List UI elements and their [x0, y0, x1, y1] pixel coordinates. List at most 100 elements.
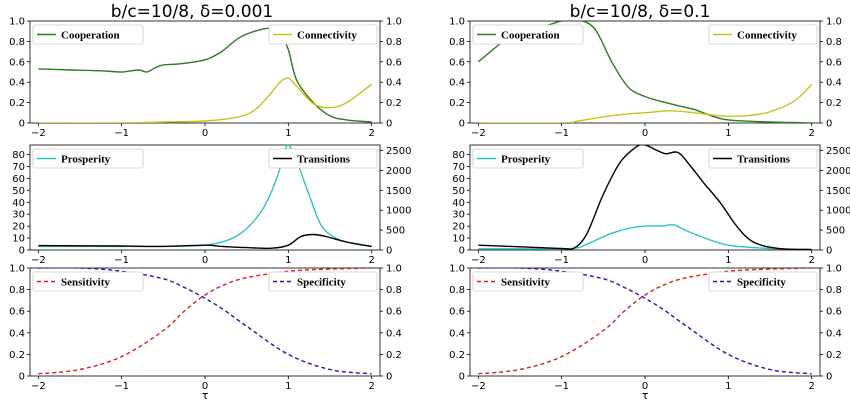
y-right-tick-label: 0.6: [826, 307, 842, 318]
y-left-tick-label: 0: [459, 372, 465, 383]
panel-0: −2 −1 0 1 2 0 0.2 0.4 0.6 0.8 1.0 0 0.2 0.4 0.6 0.8 1.0 C…: [449, 17, 842, 140]
panel-2: −2 −1 0 1 2 0 0.2 0.4 0.6 0.8 1.0 0 0.2 0.4 0.6 0.8 1.0 S…: [449, 264, 842, 400]
y-right-tick-label: 1.0: [826, 17, 842, 28]
chart-title: b/c=10/8, δ=0.1: [570, 2, 711, 22]
y-right-tick-label: 0.2: [826, 350, 842, 361]
y-left-tick-label: 0: [19, 246, 25, 257]
x-tick-label: −2: [471, 255, 486, 266]
legend-box: [32, 148, 144, 169]
legend-left: Prosperity: [32, 148, 144, 169]
y-left-tick-label: 0.6: [9, 307, 25, 318]
x-tick-label: 0: [202, 255, 208, 266]
y-right-tick-label: 1.0: [386, 17, 402, 28]
legend-label: Cooperation: [501, 30, 560, 42]
legend-left: Cooperation: [32, 24, 144, 45]
legend-label: Cooperation: [61, 30, 120, 42]
legend-right: Connectivity: [708, 24, 818, 45]
y-left-tick-label: 0.2: [449, 350, 465, 361]
legend-box: [268, 148, 378, 169]
y-left-tick-label: 10: [452, 234, 465, 245]
y-right-tick-label: 0.4: [826, 78, 842, 89]
y-right-tick-label: 2000: [386, 166, 411, 177]
x-axis-label: τ: [642, 389, 649, 400]
x-tick-label: −1: [554, 381, 569, 392]
panel-2: −2 −1 0 1 2 0 0.2 0.4 0.6 0.8 1.0 0 0.2 0.4 0.6 0.8 1.0 S…: [9, 264, 402, 400]
y-left-tick-label: 80: [12, 150, 25, 161]
y-right-tick-label: 500: [826, 226, 845, 237]
y-left-tick-label: 1.0: [449, 17, 465, 28]
panel-1: −2 −1 0 1 2010203040506070800500100015002000…: [12, 144, 411, 266]
y-left-tick-label: 60: [12, 174, 25, 185]
y-left-tick-label: 0.4: [449, 328, 465, 339]
y-left-tick-label: 1.0: [9, 17, 25, 28]
x-tick-label: 2: [808, 128, 814, 139]
y-right-tick-label: 0: [826, 246, 832, 257]
legend-left: Cooperation: [472, 24, 584, 45]
legend-box: [472, 24, 584, 45]
y-left-tick-label: 0.6: [449, 307, 465, 318]
y-left-tick-label: 0.8: [449, 37, 465, 48]
x-tick-label: −2: [471, 128, 486, 139]
x-tick-label: −1: [554, 128, 569, 139]
y-right-tick-label: 1.0: [386, 264, 402, 275]
x-tick-label: 2: [368, 128, 374, 139]
y-left-tick-label: 10: [12, 234, 25, 245]
y-right-tick-label: 0.2: [826, 98, 842, 109]
x-tick-label: 1: [285, 128, 291, 139]
legend-label: Transitions: [297, 154, 351, 166]
legend-box: [32, 271, 144, 292]
legend-right: Transitions: [708, 148, 818, 169]
legend-box: [472, 271, 584, 292]
x-tick-label: 1: [285, 255, 291, 266]
y-left-tick-label: 70: [452, 162, 465, 173]
x-tick-label: 0: [642, 255, 648, 266]
y-right-tick-label: 0: [826, 372, 832, 383]
series-line-transitions: [38, 233, 372, 250]
x-tick-label: −1: [554, 255, 569, 266]
y-right-tick-label: 1500: [826, 186, 850, 197]
y-left-tick-label: 0.4: [9, 78, 25, 89]
y-right-tick-label: 0.6: [386, 307, 402, 318]
y-left-tick-label: 50: [12, 186, 25, 197]
y-left-tick-label: 0.8: [449, 285, 465, 296]
y-left-tick-label: 80: [452, 150, 465, 161]
x-tick-label: 1: [285, 381, 291, 392]
legend-box: [708, 148, 818, 169]
y-right-tick-label: 2500: [386, 146, 411, 157]
y-left-tick-label: 0.6: [9, 57, 25, 68]
y-right-tick-label: 0.4: [386, 328, 402, 339]
y-left-tick-label: 0.8: [9, 37, 25, 48]
y-right-tick-label: 0.8: [826, 37, 842, 48]
y-left-tick-label: 1.0: [449, 264, 465, 275]
x-tick-label: −2: [31, 128, 46, 139]
y-right-tick-label: 0.2: [386, 350, 402, 361]
legend-label: Specificity: [297, 277, 346, 289]
legend-box: [708, 271, 818, 292]
x-tick-label: 2: [808, 381, 814, 392]
panel-1: −2 −1 0 1 2010203040506070800500100015002000…: [452, 144, 850, 266]
y-right-tick-label: 0.4: [386, 78, 402, 89]
legend-right: Transitions: [268, 148, 378, 169]
y-left-tick-label: 0.8: [9, 285, 25, 296]
legend-left: Sensitivity: [472, 271, 584, 292]
series-line-transitions: [478, 145, 812, 250]
series-line-sensitivity: [478, 268, 812, 375]
x-tick-label: 2: [368, 381, 374, 392]
y-right-tick-label: 500: [386, 226, 405, 237]
series-line-cooperation: [38, 27, 372, 123]
x-tick-label: 1: [725, 255, 731, 266]
x-tick-label: −2: [471, 381, 486, 392]
y-right-tick-label: 2000: [826, 166, 850, 177]
legend-box: [708, 24, 818, 45]
series-line-connectivity: [478, 83, 813, 123]
y-left-tick-label: 40: [452, 198, 465, 209]
legend-label: Connectivity: [737, 30, 797, 42]
x-tick-label: 0: [642, 128, 648, 139]
y-right-tick-label: 1500: [386, 186, 411, 197]
y-right-tick-label: 0.6: [826, 57, 842, 68]
chart-column-0: b/c=10/8, δ=0.001−2 −1 0 1 200.20.40.60.81.0…: [9, 2, 411, 400]
x-tick-label: 0: [642, 381, 648, 392]
y-left-tick-label: 40: [12, 198, 25, 209]
y-right-tick-label: 1000: [826, 206, 850, 217]
